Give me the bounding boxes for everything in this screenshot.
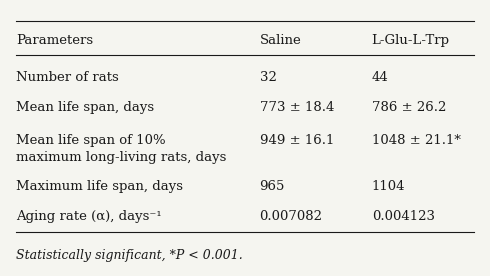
Text: 773 ± 18.4: 773 ± 18.4	[260, 101, 334, 114]
Text: Maximum life span, days: Maximum life span, days	[16, 180, 183, 193]
Text: 0.004123: 0.004123	[372, 210, 435, 223]
Text: 1104: 1104	[372, 180, 405, 193]
Text: Mean life span of 10%
maximum long-living rats, days: Mean life span of 10% maximum long-livin…	[16, 134, 226, 164]
Text: 0.007082: 0.007082	[260, 210, 322, 223]
Text: 1048 ± 21.1*: 1048 ± 21.1*	[372, 134, 461, 147]
Text: Parameters: Parameters	[16, 34, 93, 47]
Text: 965: 965	[260, 180, 285, 193]
Text: 32: 32	[260, 71, 276, 84]
Text: Statistically significant, *P < 0.001.: Statistically significant, *P < 0.001.	[16, 249, 243, 262]
Text: 949 ± 16.1: 949 ± 16.1	[260, 134, 334, 147]
Text: 786 ± 26.2: 786 ± 26.2	[372, 101, 446, 114]
Text: Number of rats: Number of rats	[16, 71, 119, 84]
Text: L-Glu-L-Trp: L-Glu-L-Trp	[372, 34, 450, 47]
Text: Saline: Saline	[260, 34, 301, 47]
Text: Aging rate (α), days⁻¹: Aging rate (α), days⁻¹	[16, 210, 162, 223]
Text: 44: 44	[372, 71, 389, 84]
Text: Mean life span, days: Mean life span, days	[16, 101, 154, 114]
